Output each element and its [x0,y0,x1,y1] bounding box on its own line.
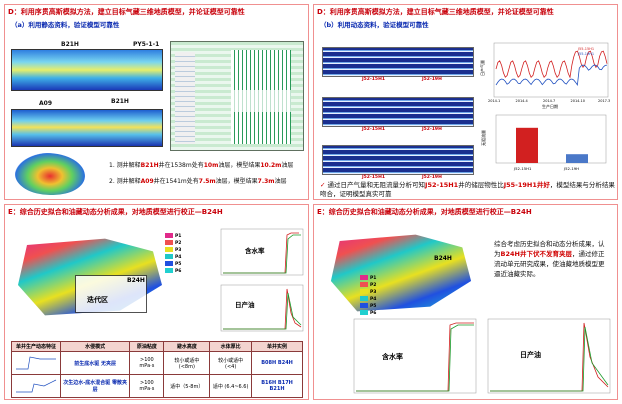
reservoir-map [15,227,175,325]
x-tick-label: 2014.10 [571,99,585,103]
legend-item: P3 [360,289,376,296]
seis-label-3: J52-15H1 [362,127,385,132]
panel-title: E：综合历史拟合和油藏动态分析成果，对地质模型进行校正—B24H [317,208,532,216]
panel-subtitle: （b）利用动态资料，验证模型可靠性 [320,21,429,29]
panel-history-match-b24h: E：综合历史拟合和油藏动态分析成果，对地质模型进行校正—B24H B24H 迭代… [4,204,309,400]
legend-item: P5 [360,303,376,310]
well-label-b21h-2: B21H [111,98,129,105]
legend-item: P2 [165,240,181,247]
x-tick-label: 2014.7 [543,99,555,103]
water-invasion-table: 单井生产动态特征 水侵模式 原油粘度 避水高度 水体厚比 单井实例 前生底水驱 无夹层 … [11,341,303,398]
check-icon: ✓ [320,181,326,189]
well-label-a09: A09 [39,100,52,107]
reservoir-map [328,227,478,315]
panel-dynamic-validation: D：利用序贯高斯模拟方法，建立目标气藏三维地质模型，并论证模型可靠性 （b）利用… [313,4,618,200]
model-section-lower [11,109,163,147]
series-j55-15h1 [495,50,608,79]
seis-label-2: J52-19H [422,77,442,82]
x-tick-label: 2014.4 [516,99,529,103]
daily-oil-chart: 日产油 [220,284,304,332]
water-cut-chart: 含水率 [220,228,304,276]
note-line-2: 2. 测井解释A09井在1541m处有7.5m油层，模型结果7.3m油层 [109,178,287,185]
facies-legend: P1 P2 P3 P4 P5 P6 [360,275,376,317]
model-section-upper [11,49,163,91]
water-cut-sim [356,324,474,392]
y-axis-label: 无阻流量 [480,130,486,146]
legend-item: P1 [165,233,181,240]
chart-label: 日产油 [235,300,255,309]
table-header-row: 单井生产动态特征 水侵模式 原油粘度 避水高度 水体厚比 单井实例 [11,341,303,352]
table-row: 次生边水-底水混合驱 零散夹层 >100 mPa·s 适中（5-8m） 适中 (… [11,374,303,398]
seis-label-1: J52-15H1 [362,77,385,82]
panel-title: D：利用序贯高斯模拟方法，建立目标气藏三维地质模型，并论证模型可靠性 [317,8,554,16]
bar-category-label: J52-19H [563,166,579,171]
conclusion-text: 综合考虑历史拟合和动态分析成果，认为B24H井下伏不发育夹层，通过修正流动单元研… [494,240,605,278]
gas-production-line-chart: 日产气量 2014.1 2014.4 2014.7 2014.10 2017.3 生产日… [480,42,610,109]
map-label-b24h: B24H [434,255,452,262]
map-label-iteration-zone: 迭代区 [87,296,108,304]
legend-item: P5 [165,261,181,268]
legend-item: P1 [360,275,376,282]
x-tick-label: 2014.1 [488,99,500,103]
seismic-section-2 [322,97,474,127]
legend-item: P3 [165,247,181,254]
well-log-panel [170,41,304,151]
legend-item-1: J55-15H1 [577,47,594,51]
well-label-py5: PY5-1-1 [133,41,160,48]
table-row: 前生底水驱 无夹层 >100 mPa·s 较小或适中 (<8m) 较小或适中 (… [11,351,303,375]
water-cut-sim [223,234,301,274]
x-axis-label: 生产日期 [542,103,558,109]
production-curve-thumb [11,374,61,398]
production-curve-thumb [11,351,61,375]
model-3d-view [15,153,85,195]
series-j55-19h1 [495,64,608,86]
bar-category-label: J52-15H1 [513,166,532,171]
chart-label: 含水率 [382,352,403,361]
open-flow-bar-chart: J52-15H1 J52-19H 无阻流量 [480,114,607,171]
seismic-section-3 [322,145,474,175]
daily-oil-chart: 日产油 [487,318,611,394]
panel-subtitle: （a）利用静态资料，验证模型可靠性 [11,21,120,29]
legend-item-2: J55-19H1 [577,52,594,56]
x-tick-label: 2017.3 [598,99,610,103]
panel-title: D：利用序贯高斯模拟方法，建立目标气藏三维地质模型，并论证模型可靠性 [8,8,245,16]
chart-label: 含水率 [245,246,265,255]
map-label-b24h: B24H [127,277,145,284]
seismic-section-1 [322,47,474,77]
plot-area [495,114,607,164]
seis-label-5: J52-15H1 [362,175,385,180]
water-cut-chart: 含水率 [353,318,477,394]
legend-item: P4 [165,254,181,261]
facies-legend: P1 P2 P3 P4 P5 P6 [165,233,181,275]
daily-oil-sim [223,292,302,330]
y-axis-label: 日产气量 [480,60,485,76]
panel-model-correction-b24h: E：综合历史拟合和油藏动态分析成果，对地质模型进行校正—B24H B24H P1… [313,204,618,400]
legend-item: P6 [165,268,181,275]
well-label-b21h: B21H [61,41,79,48]
daily-oil-sim [490,326,609,392]
seis-label-4: J52-19H [422,127,442,132]
legend-item: P6 [360,310,376,317]
legend-item: P4 [360,296,376,303]
panel-static-validation: D：利用序贯高斯模拟方法，建立目标气藏三维地质模型，并论证模型可靠性 （a）利用… [4,4,309,200]
note-line-1: 1. 测井解释B21H井在1538m处有10m油层，模型结果10.2m油层 [109,162,294,169]
chart-label: 日产油 [520,350,541,359]
seis-label-6: J52-19H [422,175,442,180]
panel-title: E：综合历史拟合和油藏动态分析成果，对地质模型进行校正—B24H [8,208,223,216]
legend-item: P2 [360,282,376,289]
bar-1 [566,154,588,163]
conclusion-note: ✓ 通过日产气量和无阻流量分析可知J52-15H1井的储层物性比J55-19H1… [320,181,615,198]
bar-0 [516,127,538,163]
